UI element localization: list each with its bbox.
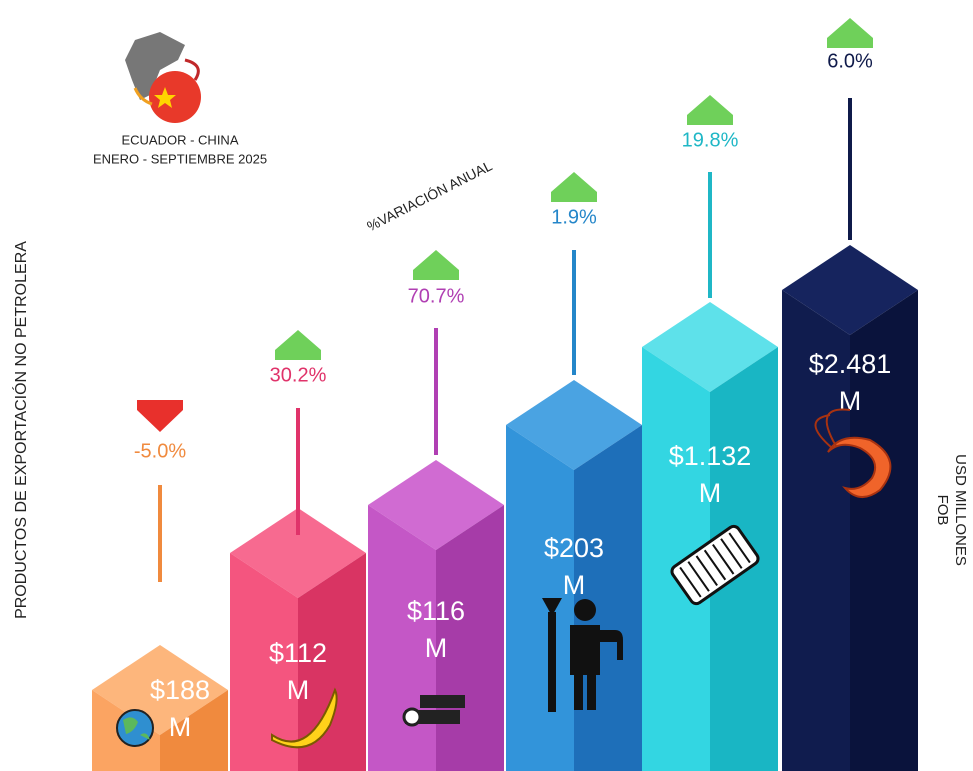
icon-spade: [542, 598, 562, 616]
bar-left-face: [642, 347, 710, 771]
icon-globe: [116, 709, 154, 747]
change-label: -5.0%: [134, 440, 186, 462]
arrow-up: [413, 250, 459, 280]
bar-left-face: [230, 553, 298, 771]
arrow-up: [687, 95, 733, 125]
unit-label: M: [169, 712, 192, 742]
value-label: $116: [407, 596, 465, 626]
icon-spool-thread: [679, 532, 751, 598]
unit-label: M: [699, 478, 722, 508]
arrow-up: [551, 172, 597, 202]
value-label: $2.481: [809, 349, 892, 379]
bar-right-face: [298, 553, 366, 771]
bar-left-face: [506, 425, 574, 771]
unit-label: M: [425, 633, 448, 663]
bar-left-face: [368, 505, 436, 771]
icon-worker: [548, 612, 623, 712]
bars: -5.0% $188 M 30.2% $112 M 70.7% $116 M 1.9% $203 M 1…: [92, 18, 918, 771]
logo: [125, 32, 201, 123]
unit-label: M: [287, 675, 310, 705]
icon-log-end: [402, 707, 422, 727]
right-label: FOB: [934, 495, 951, 526]
change-label: 6.0%: [827, 50, 873, 72]
icon-shrimp-antenna: [814, 408, 851, 449]
value-label: $112: [269, 638, 327, 668]
bar-right-face: [850, 290, 918, 771]
icon-globe-land: [123, 717, 150, 740]
arrow-down: [137, 400, 183, 432]
change-label: 30.2%: [270, 364, 327, 386]
change-label: 1.9%: [551, 206, 597, 228]
change-label: 19.8%: [682, 129, 739, 151]
unit-label: M: [563, 570, 586, 600]
arrow-up: [275, 330, 321, 360]
unit-label: M: [839, 386, 862, 416]
arrow-up: [827, 18, 873, 48]
icon-worker-head: [574, 599, 596, 621]
bar-right-face: [160, 690, 228, 771]
right-label: USD MILLONES: [952, 454, 969, 566]
left-label: PRODUCTOS DE EXPORTACIÓN NO PETROLERA: [11, 241, 30, 619]
change-label: 70.7%: [408, 285, 465, 307]
value-label: $188: [150, 675, 210, 705]
value-label: $203: [544, 533, 604, 563]
value-label: $1.132: [669, 441, 752, 471]
icon-shrimp: [827, 436, 892, 498]
variation-label: %VARIACIÓN ANUAL: [364, 157, 495, 234]
header-line: ENERO - SEPTIEMBRE 2025: [93, 151, 267, 166]
icon-spool: [670, 524, 760, 606]
icon-banana: [271, 687, 338, 749]
header-line: ECUADOR - CHINA: [121, 132, 238, 147]
